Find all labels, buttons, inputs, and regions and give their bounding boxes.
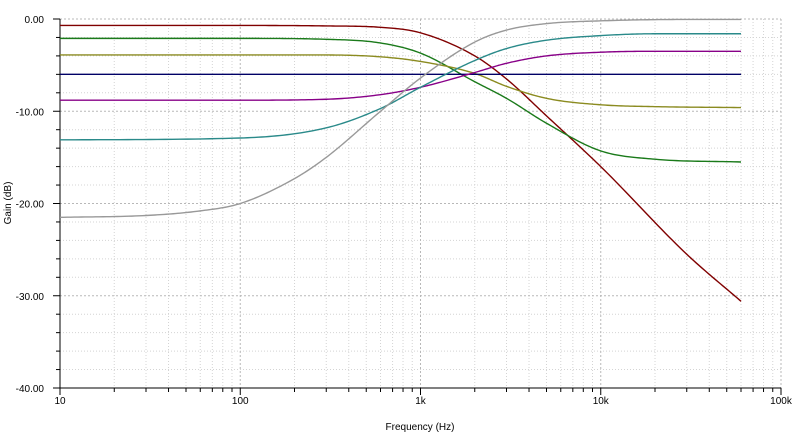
series-line-1 <box>60 24 742 302</box>
series-line-7 <box>59 18 742 219</box>
axes <box>53 18 782 395</box>
y-tick-label: -40.00 <box>16 384 45 395</box>
series-layer <box>59 18 742 302</box>
x-tick-label: 1k <box>415 396 427 407</box>
x-tick-label: 10 <box>54 396 66 407</box>
x-tick-label: 100 <box>232 396 249 407</box>
series-line-6 <box>59 33 742 141</box>
tick-labels: 10 100 1k 10k 100k 0.00 -10.00 -20.00 -30.00 -40.… <box>16 15 793 407</box>
y-tick-label: -30.00 <box>16 292 45 303</box>
y-tick-label: -20.00 <box>16 200 45 211</box>
series-line-3 <box>60 54 742 109</box>
series-line-5 <box>60 50 742 101</box>
x-tick-label: 10k <box>593 396 610 407</box>
x-tick-label: 100k <box>770 396 793 407</box>
y-axis-label: Gain (dB) <box>3 182 14 225</box>
series-line-2 <box>60 37 742 163</box>
y-tick-label: -10.00 <box>16 107 45 118</box>
x-axis-label: Frequency (Hz) <box>386 422 455 433</box>
y-tick-label: 0.00 <box>25 15 45 26</box>
